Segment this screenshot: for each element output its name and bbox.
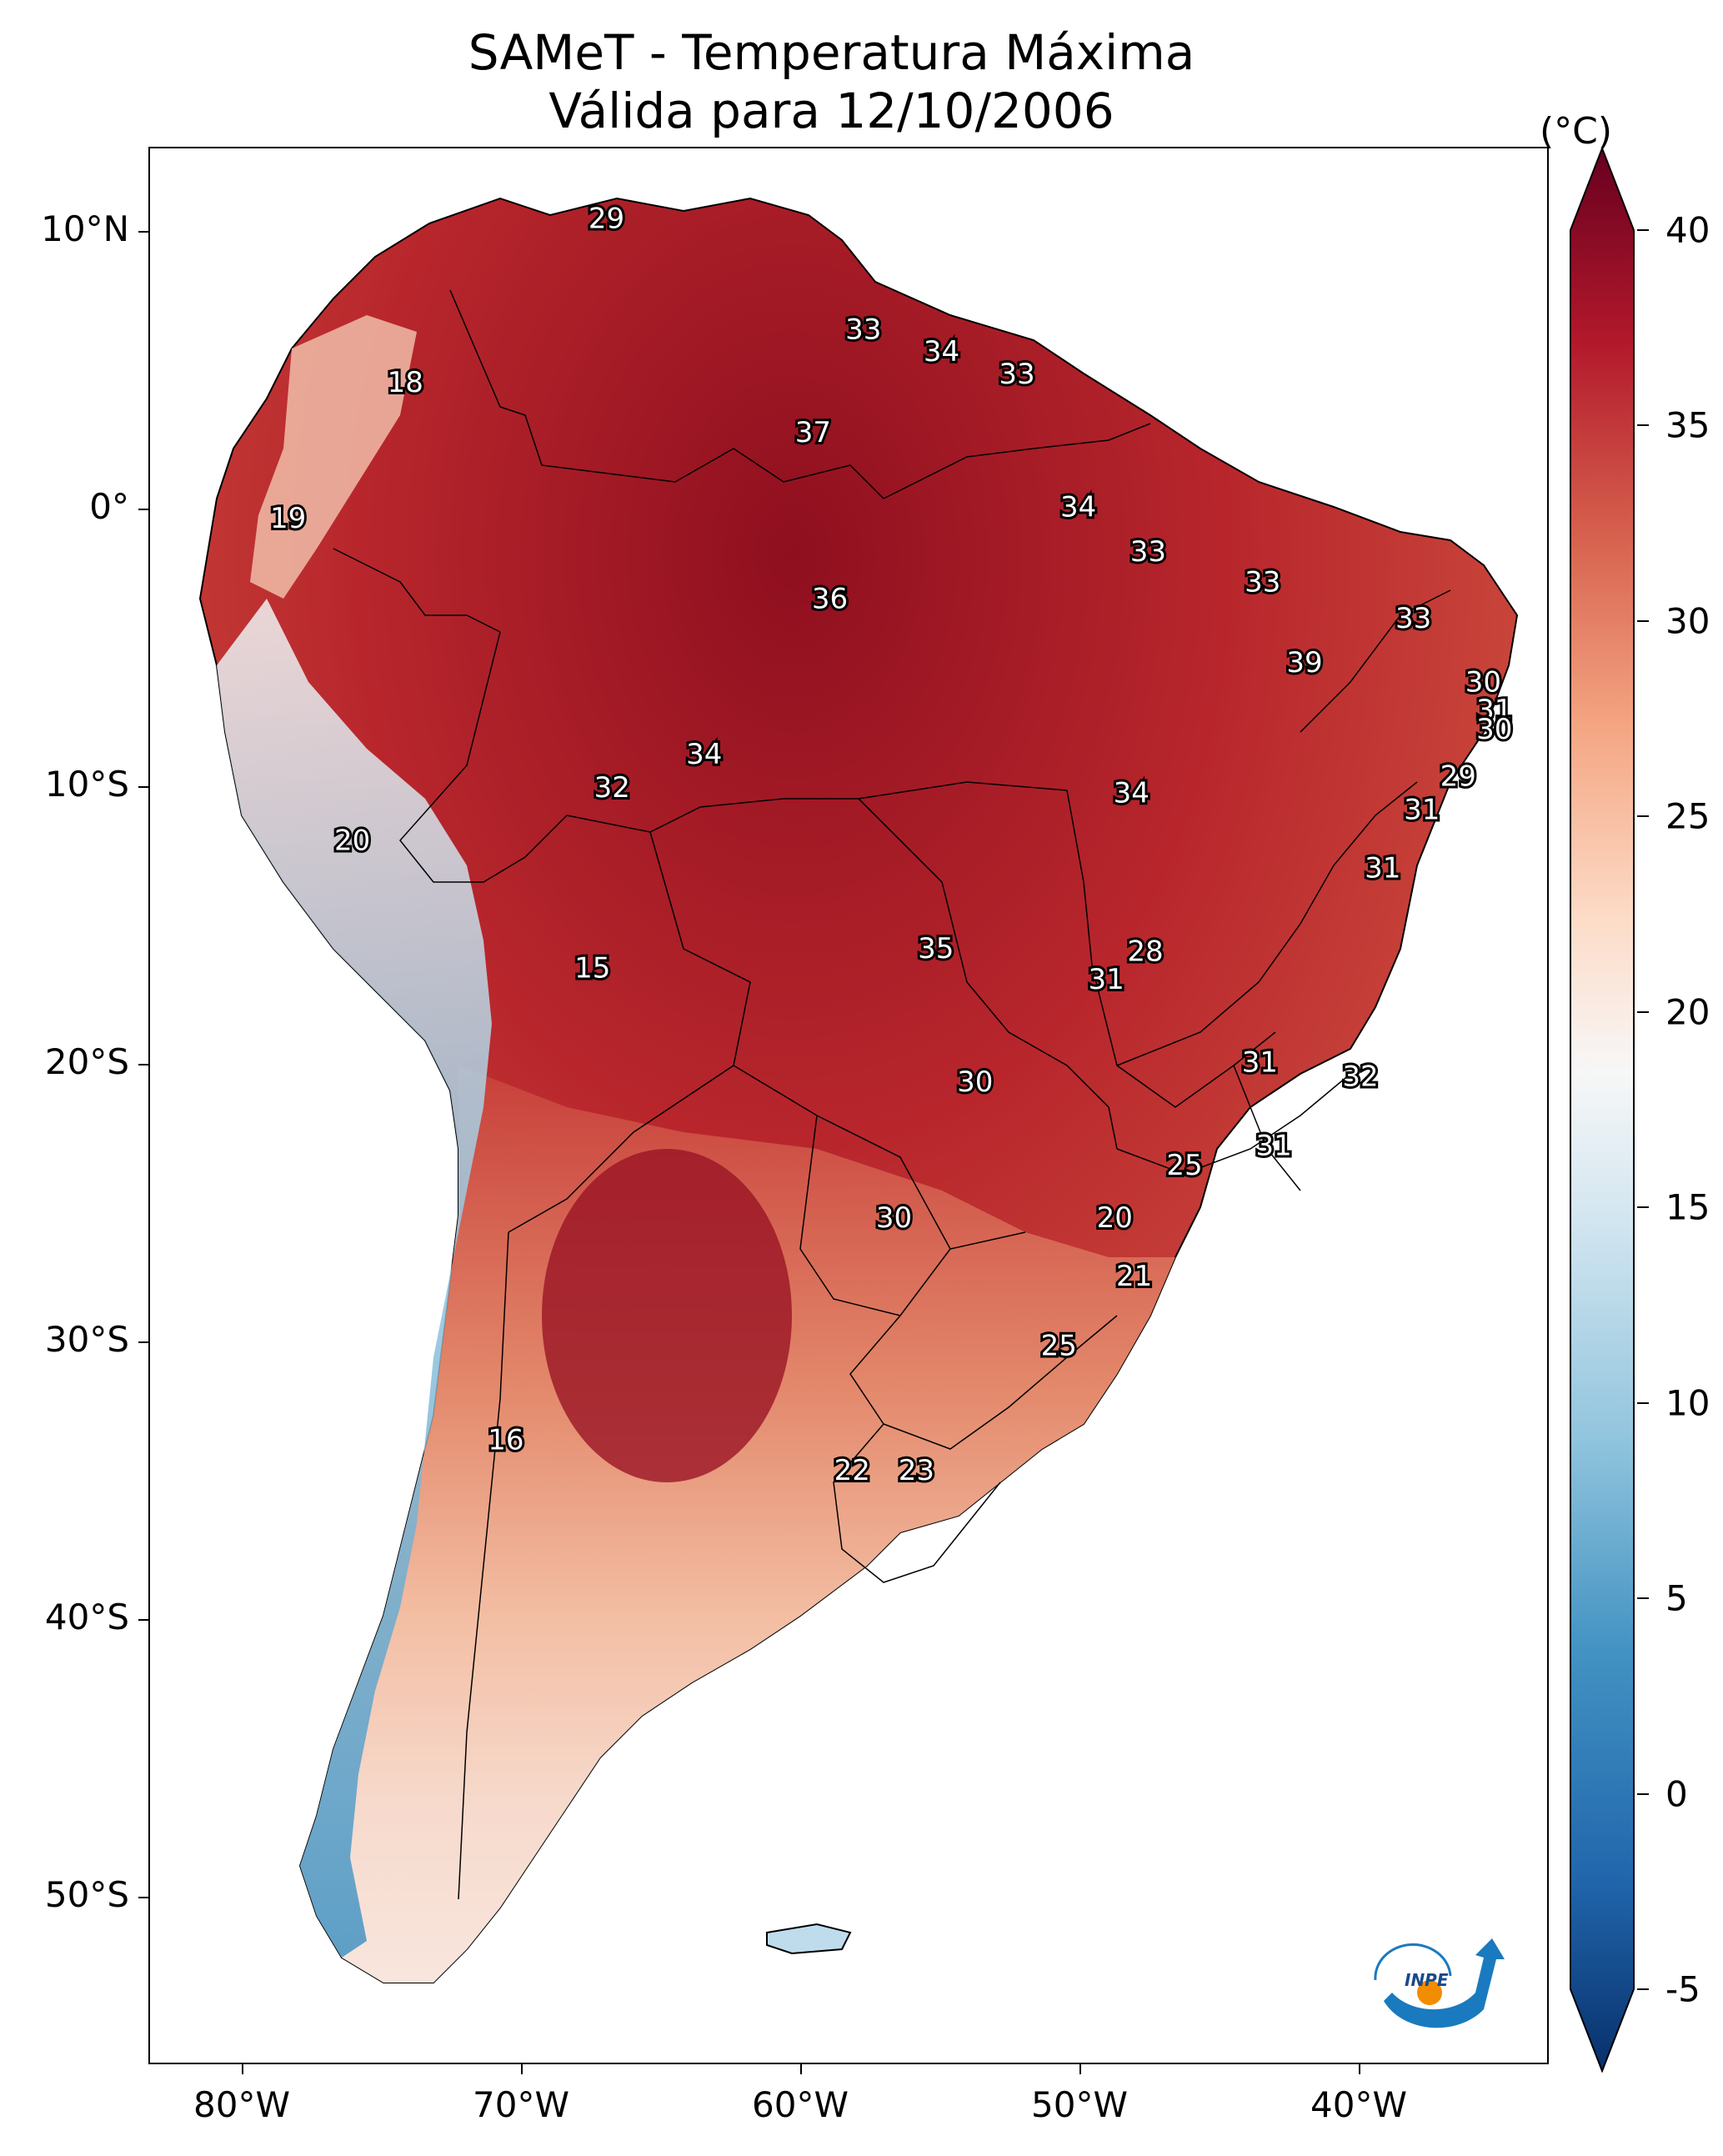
colorbar-tick (1637, 229, 1649, 231)
temperature-label: 21 (1116, 1260, 1152, 1293)
temperature-label: 31 (1089, 963, 1124, 996)
lat-tick (138, 509, 148, 510)
southern-cone-area (300, 1065, 1175, 1983)
temperature-label: 39 (1286, 646, 1322, 679)
colorbar-tick (1637, 1206, 1649, 1209)
colorbar (1570, 147, 1635, 2073)
temperature-label: 33 (999, 358, 1034, 391)
colorbar-tick-label: 0 (1665, 1773, 1688, 1815)
lon-label-40w: 40°W (1310, 2084, 1407, 2125)
colorbar-tick-label: 40 (1665, 209, 1710, 251)
lon-label-60w: 60°W (752, 2084, 849, 2125)
temperature-label: 25 (1166, 1149, 1202, 1182)
temperature-label: 30 (1465, 665, 1501, 699)
lon-tick (521, 2064, 523, 2074)
colorbar-tick (1637, 619, 1649, 622)
colorbar-tick-label: 20 (1665, 991, 1710, 1033)
temperature-label: 33 (1245, 566, 1280, 599)
temperature-label: 33 (1395, 602, 1431, 635)
temperature-label: 25 (1041, 1329, 1077, 1362)
lon-label-50w: 50°W (1031, 2084, 1128, 2125)
temperature-label: 33 (845, 313, 881, 347)
temperature-label: 29 (1440, 760, 1476, 794)
falkland-islands (766, 1923, 852, 1955)
temperature-label: 34 (686, 738, 722, 771)
temperature-label: 30 (1476, 713, 1512, 746)
colorbar-unit: (°C) (1540, 110, 1613, 153)
colorbar-tick-label: -5 (1665, 1968, 1700, 2010)
colorbar-tick (1637, 815, 1649, 818)
temperature-label: 31 (1256, 1130, 1292, 1163)
temperature-label: 22 (834, 1454, 870, 1487)
temperature-label: 28 (1127, 935, 1163, 968)
temperature-label: 15 (574, 951, 610, 985)
lat-tick (138, 1619, 148, 1621)
temperature-label: 31 (1476, 694, 1512, 727)
temperature-label: 18 (388, 366, 423, 399)
temperature-label: 32 (594, 771, 630, 805)
lat-tick (138, 231, 148, 233)
colorbar-tick (1637, 1401, 1649, 1404)
lat-label-50s: 50°S (44, 1874, 129, 1915)
colorbar-tick-label: 25 (1665, 795, 1710, 837)
temperature-label: 37 (795, 416, 831, 449)
lon-tick (1079, 2064, 1081, 2074)
lat-label-30s: 30°S (44, 1319, 129, 1360)
lat-tick (138, 1897, 148, 1898)
colorbar-tick (1637, 424, 1649, 427)
lat-label-0: 0° (89, 486, 129, 527)
temperature-label: 32 (1342, 1060, 1378, 1093)
andes-cold-band (217, 599, 492, 1958)
map-frame[interactable]: 29 33 34 33 18 37 34 19 33 33 36 33 39 30 31 30 34 32 34 29… (148, 147, 1549, 2064)
temperature-label: 31 (1365, 852, 1400, 885)
colorbar-tick-label: 5 (1665, 1577, 1688, 1619)
temperature-label: 34 (924, 335, 959, 369)
colorbar-tick-label: 10 (1665, 1382, 1710, 1424)
temperature-label: 30 (957, 1065, 993, 1099)
colorbar-tick-label: 35 (1665, 404, 1710, 446)
map-subtitle: Válida para 12/10/2006 (548, 83, 1114, 139)
colorbar-tick-label: 30 (1665, 600, 1710, 642)
inpe-logo: INPE (1374, 1938, 1505, 2028)
colorbar-tick-label: 15 (1665, 1186, 1710, 1228)
lat-label-10s: 10°S (44, 764, 129, 805)
political-borders (333, 289, 1451, 1900)
chaco-hot-area (542, 1149, 792, 1482)
temperature-label: 34 (1060, 491, 1096, 524)
lat-label-10n: 10°N (41, 208, 129, 249)
map-title: SAMeT - Temperatura Máxima (468, 24, 1195, 81)
temperature-label: 36 (812, 583, 848, 616)
lat-label-20s: 20°S (44, 1041, 129, 1082)
lon-label-80w: 80°W (193, 2084, 290, 2125)
lon-tick (1359, 2064, 1360, 2074)
temperature-label: 19 (270, 502, 306, 535)
colorbar-tick (1637, 1792, 1649, 1795)
temperature-label: 31 (1404, 794, 1440, 827)
logo-text: INPE (1405, 1970, 1449, 1990)
temperature-label: 30 (876, 1201, 912, 1235)
lon-label-70w: 70°W (473, 2084, 569, 2125)
lon-tick (242, 2064, 243, 2074)
lat-tick (138, 786, 148, 788)
lat-tick (138, 1064, 148, 1065)
temperature-label: 34 (1114, 777, 1150, 810)
colombian-andes-band (250, 315, 417, 599)
colorbar-tick (1637, 1988, 1649, 1990)
colorbar-tick (1637, 1010, 1649, 1013)
temperature-label: 20 (334, 824, 370, 857)
temperature-label: 33 (1130, 535, 1166, 569)
temperature-label: 20 (1097, 1201, 1133, 1235)
temperature-label: 31 (1242, 1046, 1278, 1080)
temperature-label: 16 (488, 1424, 523, 1457)
temperature-label: 23 (899, 1454, 934, 1487)
lat-label-40s: 40°S (44, 1597, 129, 1637)
temperature-label: 35 (918, 932, 954, 965)
lon-tick (800, 2064, 802, 2074)
colorbar-tick (1637, 1597, 1649, 1600)
temperature-label: 29 (589, 202, 624, 235)
lat-tick (138, 1341, 148, 1343)
